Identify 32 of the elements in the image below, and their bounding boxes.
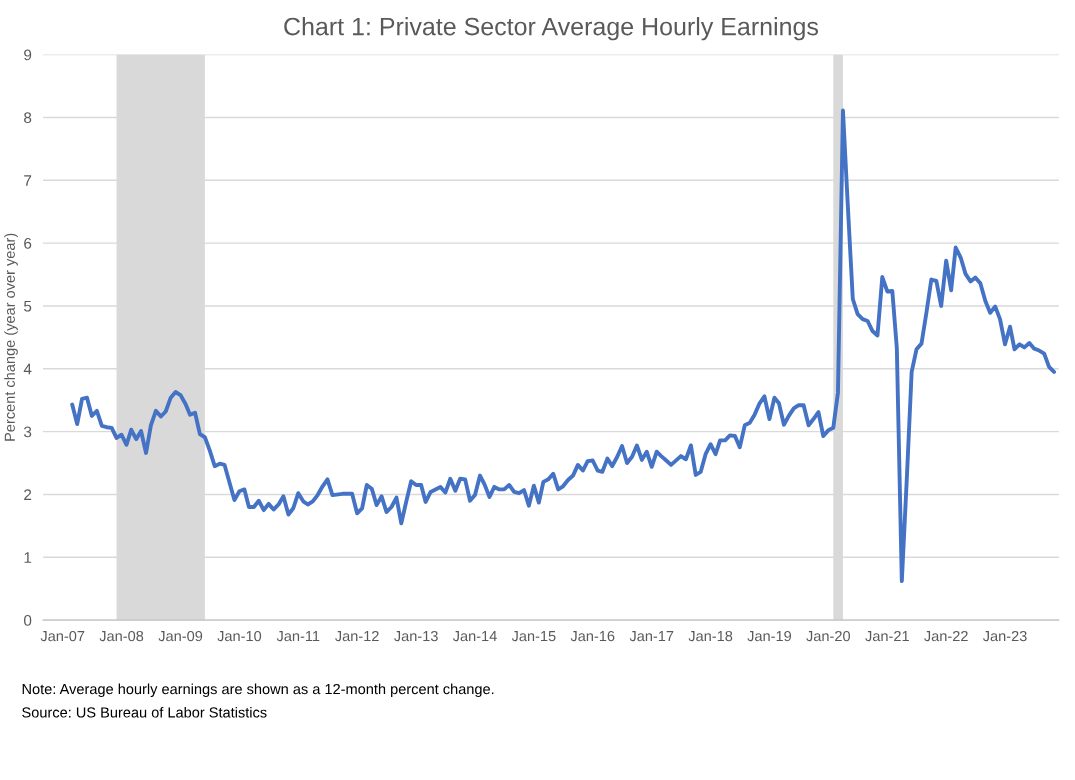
y-tick-label: 2 xyxy=(24,489,32,500)
y-tick-label: 3 xyxy=(23,426,32,438)
x-tick-label: Jan-12 xyxy=(335,630,379,642)
x-tick-label: Jan-22 xyxy=(924,630,968,642)
x-tick-label: Jan-23 xyxy=(982,630,1027,642)
y-tick-label: 1 xyxy=(24,552,32,563)
x-tick-label: Jan-09 xyxy=(158,630,203,642)
y-tick-label: 4 xyxy=(23,363,32,375)
x-tick-label: Jan-17 xyxy=(629,631,674,642)
y-axis-title: Percent change (year over year) xyxy=(4,233,18,441)
y-tick-label: 6 xyxy=(24,237,32,249)
x-tick-label: Jan-16 xyxy=(570,630,615,642)
x-tick-label: Jan-14 xyxy=(452,631,497,642)
x-tick-label: Jan-11 xyxy=(276,631,320,642)
x-tick-label: Jan-21 xyxy=(865,630,909,642)
y-tick-label: 8 xyxy=(24,112,32,124)
x-tick-label: Jan-13 xyxy=(394,630,438,642)
x-tick-label: Jan-19 xyxy=(747,630,792,642)
y-tick-label: 9 xyxy=(24,49,32,61)
line-series xyxy=(70,108,1056,584)
x-tick-label: Jan-08 xyxy=(99,630,144,642)
chart-title: Chart 1: Private Sector Average Hourly Earnings xyxy=(284,17,819,41)
x-tick-label: Jan-18 xyxy=(688,630,733,642)
x-tick-label: Jan-10 xyxy=(217,630,262,642)
x-tick-label: Jan-15 xyxy=(511,631,556,642)
x-tick-label: Jan-07 xyxy=(40,630,85,642)
x-tick-label: Jan-20 xyxy=(806,630,851,642)
source-note: Source: US Bureau of Labor Statistics xyxy=(22,706,267,718)
y-tick-label: 5 xyxy=(24,300,32,312)
y-tick-label: 7 xyxy=(24,175,32,186)
y-tick-label: 0 xyxy=(23,614,32,626)
text: Note: Average hourly earnings are shown as a 12-month percent change. xyxy=(22,683,494,698)
